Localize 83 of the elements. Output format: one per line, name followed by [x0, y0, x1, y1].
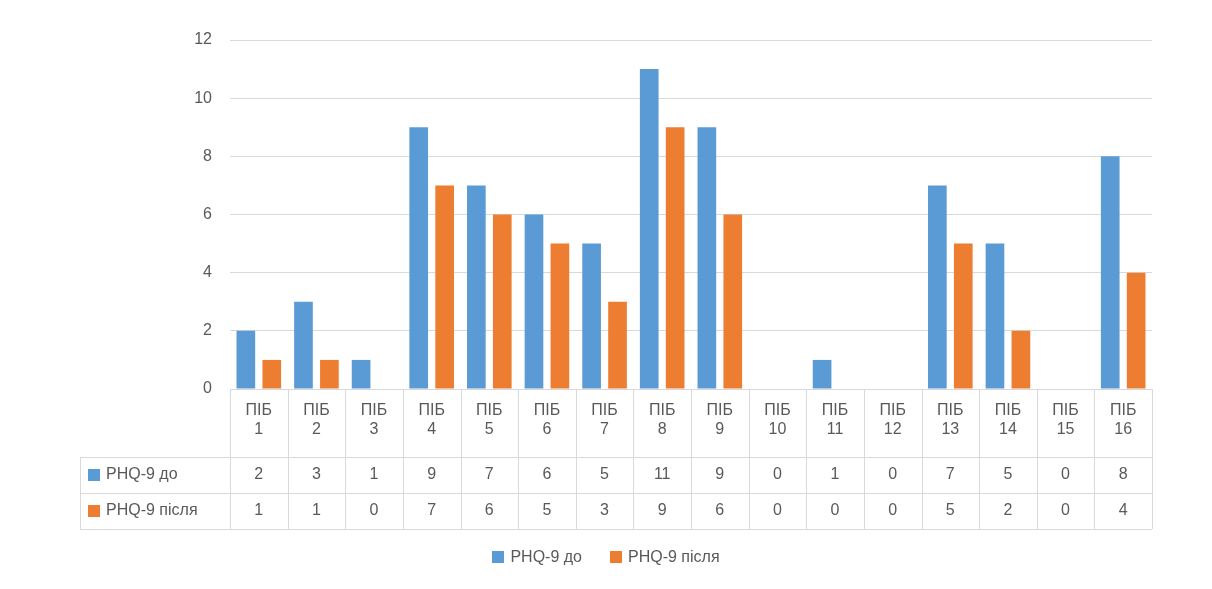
data-label: 0 — [772, 501, 782, 519]
data-label: 0 — [888, 465, 898, 483]
data-label: 9 — [715, 465, 725, 483]
data-label: 4 — [1118, 501, 1128, 519]
bar — [1126, 272, 1146, 389]
data-label: 9 — [657, 501, 667, 519]
data-label: 8 — [1118, 465, 1128, 483]
data-label: 1 — [311, 501, 321, 519]
data-label: 5 — [542, 501, 552, 519]
bar — [608, 301, 627, 389]
x-tick-label: ПІБ 16 — [1109, 401, 1137, 438]
x-tick-label: ПІБ 10 — [764, 401, 791, 438]
data-label: 0 — [888, 501, 898, 519]
y-tick-label: 2 — [203, 321, 213, 339]
legend-label: PHQ-9 до — [106, 465, 178, 483]
x-tick-label: ПІБ 5 — [476, 401, 503, 438]
y-tick-label: 0 — [203, 379, 213, 397]
data-label: 7 — [484, 465, 494, 483]
data-label: 5 — [1003, 465, 1013, 483]
data-label: 1 — [830, 465, 840, 483]
bar — [550, 243, 570, 389]
x-tick-label: ПІБ 6 — [533, 401, 561, 438]
data-label: 5 — [600, 465, 610, 483]
bar — [351, 359, 371, 389]
data-label: 6 — [715, 501, 725, 519]
bar — [723, 214, 743, 389]
bar — [294, 301, 313, 389]
bar — [435, 185, 454, 389]
data-label: 0 — [1061, 501, 1071, 519]
x-tick-label: ПІБ 14 — [994, 401, 1022, 438]
x-tick-label: ПІБ 7 — [591, 401, 618, 438]
data-label: 11 — [653, 465, 671, 483]
bar — [985, 243, 1005, 389]
data-label: 1 — [254, 501, 264, 519]
x-tick-label: ПІБ 4 — [418, 401, 445, 438]
data-label: 7 — [427, 501, 437, 519]
x-tick-label: ПІБ 9 — [706, 401, 734, 438]
bar — [812, 359, 832, 389]
bar — [1100, 156, 1120, 389]
text: PHQ-9 після — [628, 548, 720, 565]
x-tick-label: ПІБ 3 — [360, 401, 388, 438]
data-label: 6 — [484, 501, 494, 519]
x-tick-label: ПІБ 2 — [303, 401, 330, 438]
bar — [582, 243, 601, 389]
y-tick-label: 12 — [194, 30, 213, 48]
bar — [320, 359, 339, 389]
data-label: 0 — [830, 501, 840, 519]
bar — [639, 69, 659, 389]
x-tick-label: ПІБ 15 — [1052, 401, 1079, 438]
data-label: 0 — [772, 465, 782, 483]
bar — [409, 127, 429, 389]
x-tick-label: ПІБ 12 — [879, 401, 906, 438]
bar — [928, 185, 947, 389]
data-label: 3 — [600, 501, 610, 519]
bar — [665, 127, 685, 389]
bar — [467, 185, 486, 389]
data-label: 0 — [1061, 465, 1071, 483]
bar — [953, 243, 973, 389]
bar — [524, 214, 544, 389]
data-label: 7 — [945, 465, 955, 483]
data-label: 0 — [369, 501, 379, 519]
y-tick-label: 6 — [203, 204, 213, 222]
data-label: 3 — [311, 465, 321, 483]
bar — [492, 214, 512, 389]
x-tick-label: ПІБ 8 — [648, 401, 676, 438]
x-tick-label: ПІБ 11 — [821, 401, 849, 438]
x-tick-label: ПІБ 1 — [245, 401, 273, 438]
data-label: 9 — [427, 465, 437, 483]
data-label: 2 — [1003, 501, 1013, 519]
data-label: 1 — [369, 465, 379, 483]
bar — [1011, 330, 1031, 389]
data-label: 6 — [542, 465, 552, 483]
legend-label: PHQ-9 після — [106, 501, 198, 519]
data-label: 5 — [945, 501, 955, 519]
y-tick-label: 10 — [194, 88, 213, 106]
bar — [236, 330, 256, 389]
bar — [262, 359, 282, 389]
data-label: 2 — [254, 465, 264, 483]
y-tick-label: 4 — [203, 263, 213, 281]
x-tick-label: ПІБ 13 — [937, 401, 964, 438]
bar — [697, 127, 717, 389]
text: PHQ-9 до — [510, 548, 582, 565]
y-tick-label: 8 — [203, 146, 213, 164]
